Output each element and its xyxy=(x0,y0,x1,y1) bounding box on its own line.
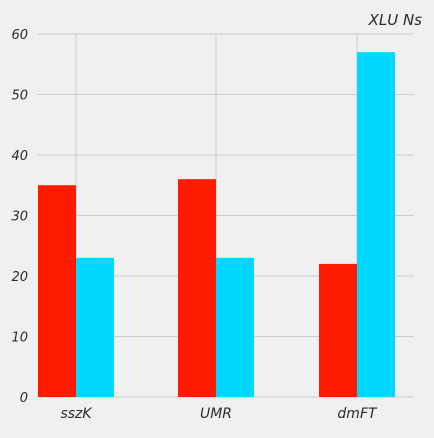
y-tick-label: 50 xyxy=(11,89,28,104)
y-tick-label: 20 xyxy=(11,270,28,285)
x-tick-label: dmFT xyxy=(337,406,378,422)
bar xyxy=(357,52,395,398)
y-tick-label: 10 xyxy=(11,331,28,346)
chart-title: XLU Ns xyxy=(368,11,423,29)
y-tick-label: 0 xyxy=(20,391,28,406)
bars xyxy=(38,52,395,398)
x-tick-label: sszK xyxy=(60,406,93,422)
bar xyxy=(76,257,114,397)
bar xyxy=(216,257,254,397)
y-tick-label: 40 xyxy=(11,149,28,164)
y-tick-label: 60 xyxy=(11,28,28,43)
y-tick-label: 30 xyxy=(11,210,28,225)
x-tick-label: UMR xyxy=(200,406,232,422)
y-axis: 0 10 20 30 40 50 60 xyxy=(11,28,28,406)
bar xyxy=(319,263,357,397)
x-axis: sszK UMR dmFT xyxy=(60,406,378,422)
bar xyxy=(38,185,76,397)
bar xyxy=(178,179,216,397)
